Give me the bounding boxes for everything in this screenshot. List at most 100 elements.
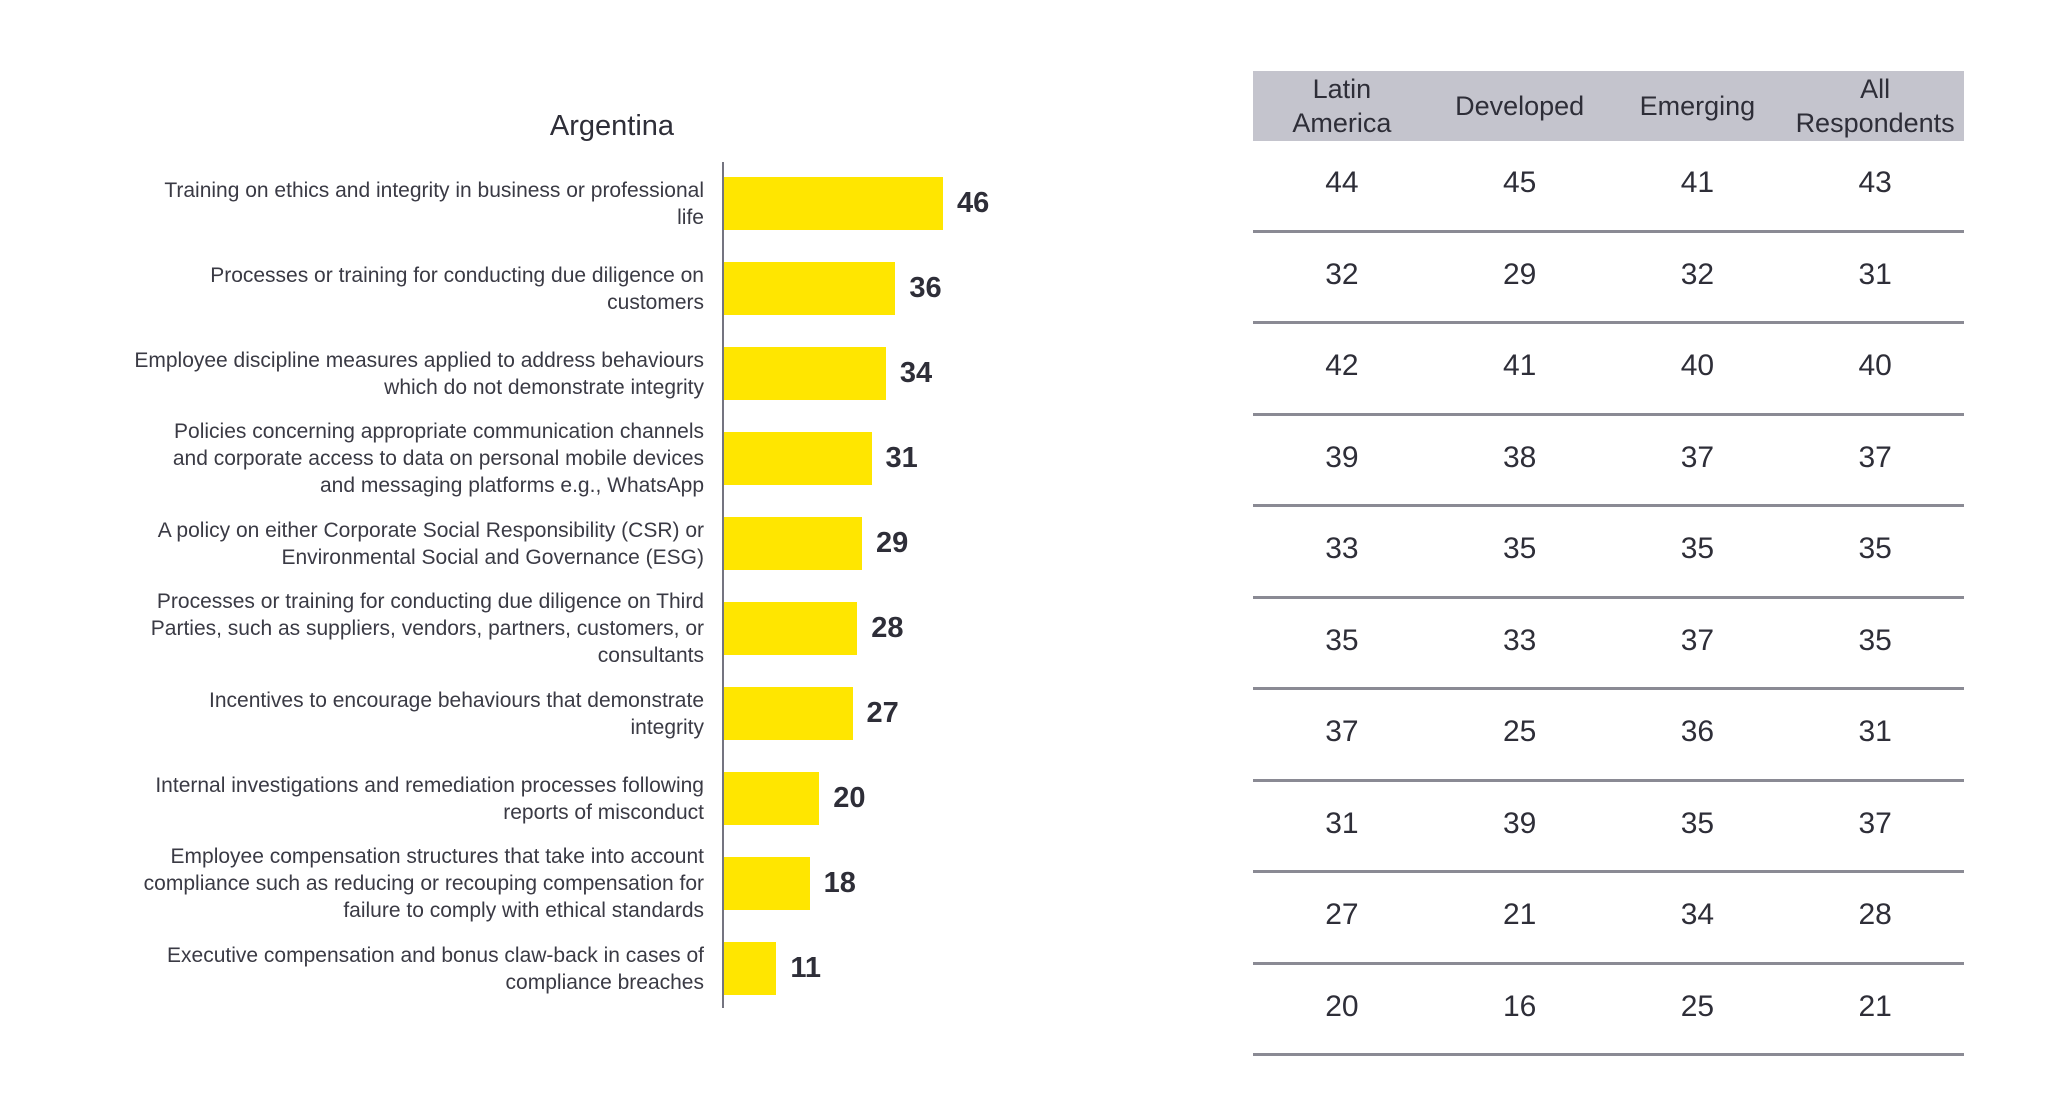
category-label-line: Environmental Social and Governance (ESG… <box>281 545 704 569</box>
column-header-line: Developed <box>1455 91 1585 121</box>
table-body: 44 45 41 43 32 29 32 31 42 41 40 40 39 38 37 37 33 35 35 35… <box>1253 141 1964 1056</box>
category-label: Processes or training for conducting due… <box>64 588 704 669</box>
category-label-line: Employee compensation structures that ta… <box>170 845 704 868</box>
table-cell: 40 <box>1858 349 1892 383</box>
category-label: Training on ethics and integrity in busi… <box>64 177 704 231</box>
table-cell: 34 <box>1680 898 1715 932</box>
bar <box>724 687 853 740</box>
category-label-line: compliance such as reducing or recouping… <box>143 872 704 895</box>
category-label-line: integrity <box>630 715 704 739</box>
column-header-line: America <box>1292 108 1392 138</box>
category-label: Executive compensation and bonus claw-ba… <box>64 942 704 996</box>
table-row: 39 38 37 37 <box>1253 416 1964 507</box>
table-row: 44 45 41 43 <box>1253 141 1964 233</box>
table-cell: 25 <box>1680 989 1715 1023</box>
table-cell: 31 <box>1858 257 1892 291</box>
bar <box>724 517 863 570</box>
bar <box>724 942 777 995</box>
category-label-line: Incentives to encourage behaviours that … <box>209 688 704 712</box>
chart-title: Argentina <box>549 110 675 142</box>
category-label-line: reports of misconduct <box>503 800 704 824</box>
bar-value-label: 20 <box>833 782 866 814</box>
table-cell: 41 <box>1502 349 1537 383</box>
table-cell: 35 <box>1680 806 1715 840</box>
category-label: A policy on either Corporate Social Resp… <box>64 517 704 571</box>
table-row: 32 29 32 31 <box>1253 233 1964 324</box>
category-label-line: Processes or training for conducting due… <box>210 263 704 287</box>
table-cell: 37 <box>1680 440 1715 474</box>
bar <box>724 432 872 485</box>
category-label-line: which do not demonstrate integrity <box>384 375 704 399</box>
category-label-line: Processes or training for conducting due… <box>156 590 704 613</box>
category-label-line: Policies concerning appropriate communic… <box>174 420 704 443</box>
column-header-line: Latin <box>1312 74 1372 104</box>
table-cell: 37 <box>1858 806 1892 840</box>
category-label-line: compliance breaches <box>505 970 704 994</box>
category-label-line: failure to comply with ethical standards <box>343 899 704 922</box>
table-cell: 16 <box>1502 989 1537 1023</box>
table-cell: 39 <box>1502 806 1537 840</box>
table-cell: 36 <box>1680 715 1715 749</box>
table-cell: 31 <box>1325 806 1359 840</box>
table-cell: 44 <box>1325 166 1359 200</box>
table-cell: 42 <box>1325 349 1359 383</box>
table-cell: 21 <box>1858 989 1892 1023</box>
table-cell: 38 <box>1502 440 1537 474</box>
column-header-line: Emerging <box>1639 91 1756 121</box>
table-cell: 35 <box>1858 532 1892 566</box>
category-label: Incentives to encourage behaviours that … <box>64 687 704 741</box>
bar <box>724 602 858 655</box>
table-cell: 33 <box>1325 532 1359 566</box>
table-cell: 45 <box>1502 166 1537 200</box>
category-label: Employee compensation structures that ta… <box>64 843 704 924</box>
bar-value-label: 18 <box>823 867 856 899</box>
table-cell: 28 <box>1858 898 1892 932</box>
category-label: Policies concerning appropriate communic… <box>64 418 704 499</box>
column-header: Emerging <box>1609 71 1787 141</box>
table-cell: 29 <box>1502 257 1537 291</box>
table-cell: 41 <box>1680 166 1715 200</box>
category-label-line: and corporate access to data on personal… <box>172 447 704 470</box>
bar-value-label: 28 <box>871 612 904 644</box>
table-cell: 27 <box>1325 898 1359 932</box>
category-label-line: Parties, such as suppliers, vendors, par… <box>150 617 704 640</box>
bar <box>724 857 810 910</box>
table-cell: 32 <box>1680 257 1715 291</box>
column-header: All Respondents <box>1786 71 1964 141</box>
bar <box>724 772 820 825</box>
table-cell: 32 <box>1325 257 1359 291</box>
column-header: Latin America <box>1253 71 1431 141</box>
table-cell: 35 <box>1858 623 1892 657</box>
table-cell: 37 <box>1680 623 1715 657</box>
table-row: 37 25 36 31 <box>1253 690 1964 782</box>
category-label-line: consultants <box>597 644 704 667</box>
table-cell: 35 <box>1325 623 1359 657</box>
table-row: 42 41 40 40 <box>1253 324 1964 416</box>
bar <box>724 177 943 230</box>
category-label-line: customers <box>607 290 704 314</box>
table-cell: 43 <box>1858 166 1892 200</box>
table-cell: 35 <box>1680 532 1715 566</box>
table-row: 27 21 34 28 <box>1253 873 1964 965</box>
table-row: 31 39 35 37 <box>1253 782 1964 873</box>
category-label: Employee discipline measures applied to … <box>64 347 704 401</box>
category-label-line: life <box>677 205 704 229</box>
category-label-line: Employee discipline measures applied to … <box>134 348 704 372</box>
comparison-table: Latin America Developed Emerging All Responde… <box>1253 71 1964 1056</box>
category-label: Internal investigations and remediation … <box>64 772 704 826</box>
table-cell: 20 <box>1325 989 1359 1023</box>
table-row: 33 35 35 35 <box>1253 507 1964 599</box>
bar-value-label: 46 <box>956 187 990 219</box>
table-row: 20 16 25 21 <box>1253 965 1964 1056</box>
bar <box>724 262 896 315</box>
table-cell: 25 <box>1502 715 1537 749</box>
bar-value-label: 29 <box>876 527 909 559</box>
category-label-line: and messaging platforms e.g., WhatsApp <box>319 474 704 497</box>
bar-value-label: 27 <box>866 697 899 729</box>
table-row: 35 33 37 35 <box>1253 599 1964 690</box>
table-cell: 31 <box>1858 715 1892 749</box>
column-header: Developed <box>1431 71 1609 141</box>
bar-value-label: 31 <box>885 442 918 474</box>
bar-value-label: 11 <box>790 952 822 984</box>
table-header: Latin America Developed Emerging All Responde… <box>1253 71 1964 141</box>
